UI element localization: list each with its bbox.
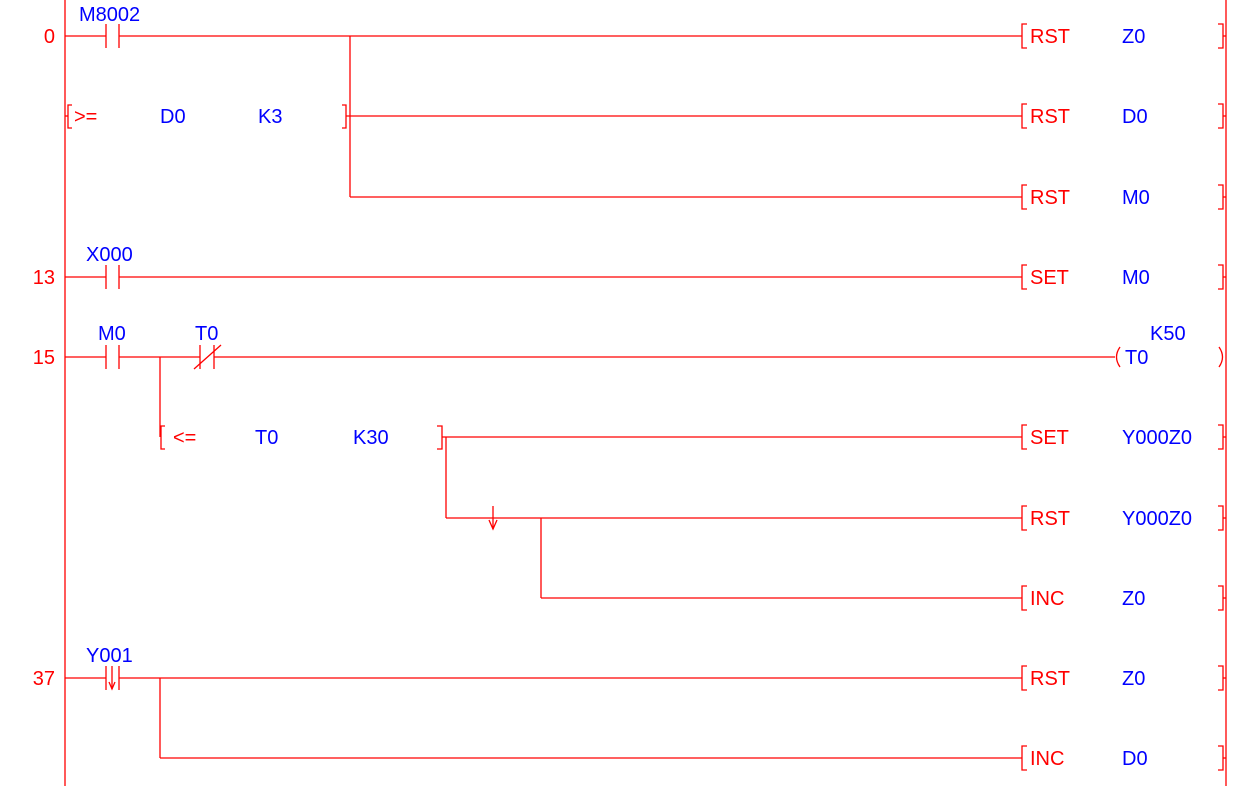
- rung-13[interactable]: X000: [65, 244, 1022, 289]
- operand: D0: [1122, 106, 1148, 128]
- operand: Y000Z0: [1122, 508, 1192, 530]
- output-block[interactable]: RST Z0: [1021, 665, 1226, 691]
- instruction: RST: [1030, 187, 1070, 209]
- output-block[interactable]: RST M0: [1021, 184, 1226, 210]
- operand: M0: [1122, 267, 1150, 289]
- operand: D0: [1122, 748, 1148, 770]
- output-block[interactable]: RST Z0: [1021, 23, 1226, 49]
- output-block[interactable]: RST Y000Z0: [1021, 505, 1226, 531]
- operand: M0: [1122, 187, 1150, 209]
- coil-name: T0: [1125, 347, 1148, 369]
- instruction: INC: [1030, 588, 1064, 610]
- step-number: 15: [33, 347, 55, 369]
- operand: Z0: [1122, 588, 1145, 610]
- no-contact-icon[interactable]: [65, 345, 120, 369]
- compare-operand: K3: [258, 106, 282, 128]
- contact-label: M0: [98, 323, 126, 345]
- rung-37[interactable]: Y001: [65, 645, 1022, 759]
- output-block[interactable]: INC D0: [1021, 745, 1226, 771]
- contact-label: M8002: [79, 4, 140, 26]
- output-block[interactable]: SET Y000Z0: [1021, 424, 1226, 450]
- coil-preset: K50: [1150, 323, 1186, 345]
- compare-operand: D0: [160, 106, 186, 128]
- contact-label: T0: [195, 323, 218, 345]
- no-contact-icon[interactable]: [65, 24, 120, 48]
- operand: Z0: [1122, 26, 1145, 48]
- instruction: SET: [1030, 267, 1069, 289]
- no-contact-icon[interactable]: [65, 265, 120, 289]
- compare-block[interactable]: <= T0 K30: [160, 425, 443, 450]
- instruction: RST: [1030, 26, 1070, 48]
- compare-operand: K30: [353, 427, 389, 449]
- step-number: 13: [33, 267, 55, 289]
- rung-0[interactable]: M8002 >= D0 K3: [65, 4, 1022, 198]
- compare-operator: >=: [74, 106, 97, 128]
- instruction: SET: [1030, 427, 1069, 449]
- output-block[interactable]: RST D0: [1021, 103, 1226, 129]
- compare-block[interactable]: >= D0 K3: [65, 104, 347, 129]
- output-block[interactable]: SET M0: [1021, 264, 1226, 290]
- step-number: 37: [33, 668, 55, 690]
- operand: Y000Z0: [1122, 427, 1192, 449]
- instruction: RST: [1030, 106, 1070, 128]
- contact-label: X000: [86, 244, 133, 266]
- operand: Z0: [1122, 668, 1145, 690]
- instruction: INC: [1030, 748, 1064, 770]
- timer-coil[interactable]: T0 K50: [1115, 323, 1224, 369]
- falling-edge-contact-icon[interactable]: [65, 666, 120, 691]
- instruction: RST: [1030, 508, 1070, 530]
- compare-operand: T0: [255, 427, 278, 449]
- contact-label: Y001: [86, 645, 133, 667]
- compare-operator: <=: [173, 427, 196, 449]
- rung-15[interactable]: M0 T0 T0 K50 <= T0 K30: [65, 323, 1224, 599]
- step-number: 0: [44, 26, 55, 48]
- output-block[interactable]: INC Z0: [1021, 585, 1226, 611]
- falling-edge-arrow-icon: [488, 506, 498, 531]
- instruction: RST: [1030, 668, 1070, 690]
